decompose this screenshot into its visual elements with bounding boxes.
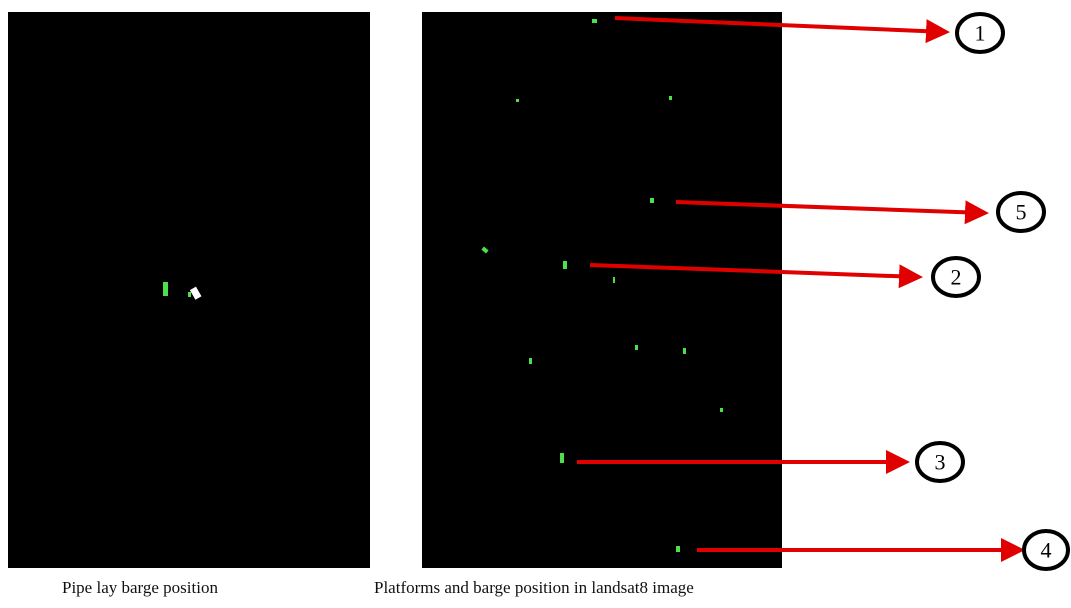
- left-image: [8, 12, 370, 568]
- callout: 1: [957, 14, 1003, 52]
- figure: 1 5 2 3 4 Pipe lay barge position Platfo…: [0, 0, 1071, 608]
- callout: 2: [933, 258, 979, 296]
- callout-label: 2: [951, 265, 962, 290]
- callout: 4: [1024, 531, 1068, 569]
- callout: 5: [998, 193, 1044, 231]
- callout: 3: [917, 443, 963, 481]
- right-image: [422, 12, 782, 568]
- callout-label: 3: [935, 450, 946, 475]
- callout-label: 5: [1016, 200, 1027, 225]
- caption: Platforms and barge position in landsat8…: [374, 578, 694, 597]
- callout-label: 4: [1041, 538, 1052, 563]
- callout-label: 1: [975, 21, 986, 46]
- caption: Pipe lay barge position: [62, 578, 218, 597]
